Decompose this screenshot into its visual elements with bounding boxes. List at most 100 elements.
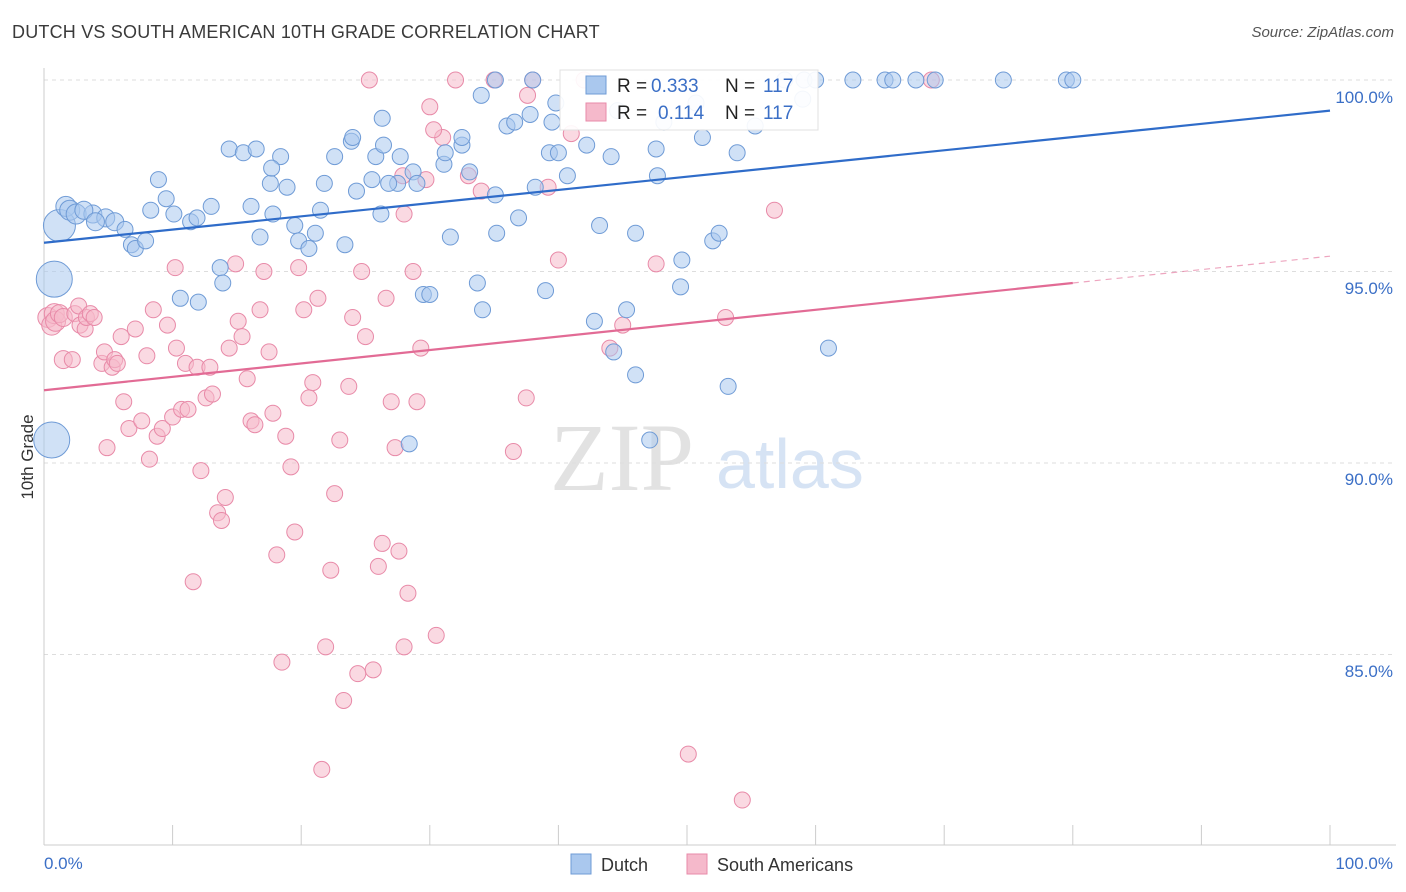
dutch-point <box>641 431 659 449</box>
dutch-point <box>373 109 391 127</box>
south-americans-point <box>255 263 273 280</box>
dutch-point <box>263 159 281 177</box>
dutch-point <box>261 174 279 192</box>
dutch-point <box>486 71 504 89</box>
dutch-point <box>543 113 561 131</box>
trend-lines <box>43 109 1331 392</box>
south-americans-point <box>273 653 291 671</box>
dutch-point <box>436 144 454 162</box>
south-americans-point <box>309 289 327 307</box>
stats-n-label: N = <box>725 103 755 124</box>
south-americans-trend-extension <box>1072 255 1331 284</box>
south-americans-point <box>295 301 313 319</box>
dutch-point <box>627 366 645 384</box>
dutch-point <box>421 285 439 303</box>
stats-r-value: 0.114 <box>658 103 705 124</box>
dutch-point <box>380 174 398 192</box>
south-americans-point <box>166 259 184 277</box>
dutch-point <box>375 136 393 154</box>
south-americans-point <box>229 312 247 330</box>
south-americans-point <box>313 760 331 778</box>
south-americans-point <box>421 98 439 116</box>
south-americans-point <box>108 354 126 372</box>
dutch-point <box>673 251 691 269</box>
source-credit: Source: ZipAtlas.com <box>1251 24 1394 41</box>
dutch-point <box>306 224 324 242</box>
south-americans-point <box>335 691 353 709</box>
south-americans-point <box>282 458 300 476</box>
dutch-point <box>165 205 183 223</box>
south-americans-point <box>519 86 537 104</box>
dutch-point <box>202 197 220 215</box>
dutch-point <box>278 178 296 196</box>
dutch-point <box>214 274 232 292</box>
south-americans-point <box>120 420 138 438</box>
south-americans-trend-line <box>43 281 1073 392</box>
dutch-point <box>35 260 73 298</box>
legend-dutch-label: Dutch <box>601 855 648 875</box>
dutch-point <box>819 339 837 357</box>
dutch-point <box>149 171 167 189</box>
y-tick-label: 90.0% <box>1345 470 1393 489</box>
dutch-point <box>315 174 333 192</box>
south-americans-point <box>349 665 367 683</box>
south-americans-point <box>765 201 783 219</box>
south-americans-point <box>140 450 158 468</box>
dutch-point <box>286 217 304 235</box>
y-tick-label: 100.0% <box>1335 88 1393 107</box>
series-south-americans-points <box>37 71 940 809</box>
south-americans-point <box>264 404 282 422</box>
dutch-point <box>506 113 524 131</box>
south-americans-point <box>126 320 144 338</box>
dutch-point <box>578 136 596 154</box>
south-americans-point <box>353 263 371 280</box>
dutch-point <box>585 312 603 330</box>
south-americans-point <box>390 542 408 560</box>
dutch-point <box>400 435 418 453</box>
watermark-atlas: atlas <box>716 425 864 503</box>
south-americans-point <box>246 416 264 434</box>
dutch-point <box>85 212 105 232</box>
south-americans-point <box>504 443 522 461</box>
chart-title: DUTCH VS SOUTH AMERICAN 10TH GRADE CORRE… <box>12 22 600 42</box>
dutch-point <box>591 217 609 235</box>
south-americans-point <box>331 431 349 449</box>
south-americans-point <box>344 308 362 326</box>
south-americans-point <box>364 661 382 679</box>
south-americans-point <box>386 439 404 457</box>
south-americans-point <box>238 370 256 388</box>
dutch-point <box>521 105 539 123</box>
south-americans-point <box>377 289 395 307</box>
dutch-point <box>326 148 344 166</box>
south-americans-point <box>717 308 735 326</box>
dutch-point <box>347 182 365 200</box>
south-americans-point <box>369 557 387 575</box>
dutch-trend-line <box>43 109 1331 244</box>
dutch-point <box>672 278 690 296</box>
south-americans-point <box>317 638 335 656</box>
south-americans-point <box>153 420 171 438</box>
stats-r-label: R = <box>617 103 647 124</box>
dutch-point <box>441 228 459 246</box>
dutch-point <box>627 224 645 242</box>
dutch-point <box>142 201 160 219</box>
dutch-point <box>602 148 620 166</box>
legend-south-americans-swatch <box>686 853 708 875</box>
dutch-point <box>188 209 206 227</box>
legend: Dutch South Americans <box>570 853 853 875</box>
dutch-point <box>171 289 189 307</box>
legend-dutch-swatch <box>570 853 592 875</box>
south-americans-point <box>322 561 340 579</box>
dutch-point <box>719 377 737 395</box>
dutch-point <box>247 140 265 158</box>
dutch-point <box>220 140 238 158</box>
dutch-point <box>272 148 290 166</box>
y-axis-title: 10th Grade <box>18 414 37 499</box>
dutch-point <box>251 228 269 246</box>
stats-n-value: 117 <box>763 103 793 124</box>
south-americans-point <box>192 462 210 480</box>
south-americans-point <box>326 485 344 503</box>
dutch-point <box>693 128 711 146</box>
south-americans-point <box>395 205 413 223</box>
